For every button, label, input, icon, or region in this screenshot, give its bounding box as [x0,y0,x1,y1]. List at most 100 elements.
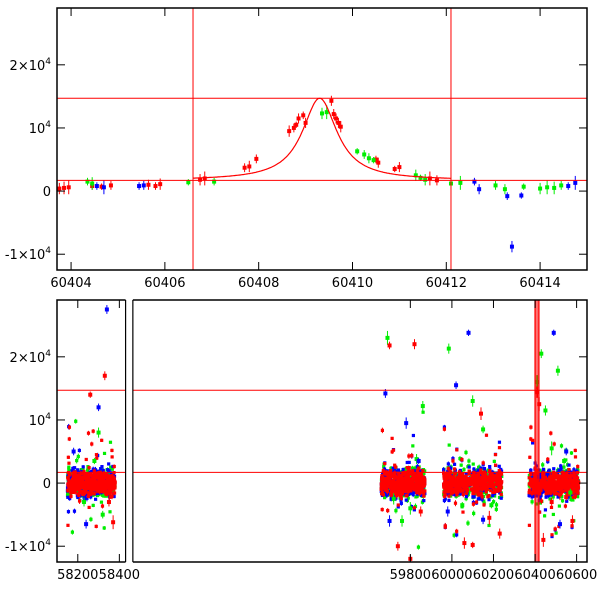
data-point [334,116,339,121]
data-point [96,491,101,496]
data-point [393,469,398,473]
data-point [71,466,75,470]
x-tick-label: 60414 [519,276,560,291]
data-point [84,457,88,462]
data-point [100,483,105,487]
data-point [95,489,99,493]
data-point [72,479,77,483]
data-point [67,437,71,441]
data-point [392,166,397,171]
data-point [67,425,72,429]
data-point [96,474,100,478]
data-point [407,460,411,465]
data-point [474,468,479,473]
data-point [296,116,301,121]
y-tick-label: -1×104 [5,246,51,263]
axes-frame [56,7,588,271]
data-point [541,467,546,471]
data-point [559,444,564,448]
data-point [79,468,83,472]
data-point [499,469,504,473]
data-point [186,180,191,185]
data-point [479,466,483,470]
data-point [557,468,561,472]
data-point [94,474,98,478]
data-point [550,534,554,539]
data-point [411,492,415,497]
data-point [476,497,480,501]
data-point [467,490,471,494]
data-point [90,442,94,446]
data-point [409,491,413,495]
data-point [92,469,96,473]
data-point [102,526,106,530]
data-point [198,177,203,182]
data-point [559,183,564,188]
x-tick-label: 60410 [332,276,373,291]
data-point [74,419,78,423]
data-point [87,505,91,510]
data-point [93,487,97,491]
x-tick-label: 60412 [426,276,467,291]
data-point [99,184,104,189]
data-point [76,454,80,459]
data-point [559,464,563,468]
data-point [492,459,496,464]
data-point [75,458,79,463]
data-point [88,492,92,497]
data-point [108,183,113,188]
data-point [102,451,107,456]
data-point [66,510,71,514]
data-point [444,491,448,495]
data-point [75,477,79,481]
data-point [521,184,526,189]
data-point [100,493,105,497]
data-point [80,489,84,494]
data-point [141,183,146,188]
data-point [95,481,100,485]
data-point [527,473,531,478]
data-point [449,466,453,470]
data-point [576,467,580,472]
data-point [573,180,578,185]
data-point [416,545,421,549]
data-point [538,186,543,191]
data-point [530,495,534,499]
data-point [391,466,395,470]
data-point [153,184,158,189]
data-point [569,497,573,502]
data-point [493,183,498,188]
data-point [294,122,299,127]
data-point [373,157,378,162]
data-point [543,508,548,512]
data-point [110,448,114,453]
data-point [101,185,106,190]
data-point [413,173,418,178]
data-point [100,490,105,494]
data-point [494,503,499,507]
data-point [491,494,495,498]
data-point [104,476,108,480]
data-point [443,497,447,501]
data-point [538,472,542,476]
data-point [545,185,550,190]
data-point [79,471,83,476]
data-point [389,466,393,470]
data-point [385,493,389,497]
data-point [486,468,490,472]
data-point [98,478,102,482]
data-point [97,488,102,492]
data-point [99,500,104,504]
data-point [81,492,85,496]
data-point [67,468,71,472]
data-point [57,186,62,191]
data-point [331,112,336,117]
data-point [66,488,70,493]
x-tick-label: 60406 [144,276,185,291]
data-point [80,469,84,474]
data-point [110,467,114,471]
data-point [423,177,428,182]
data-point [94,497,98,501]
data-point [479,496,483,501]
data-point [499,496,503,500]
